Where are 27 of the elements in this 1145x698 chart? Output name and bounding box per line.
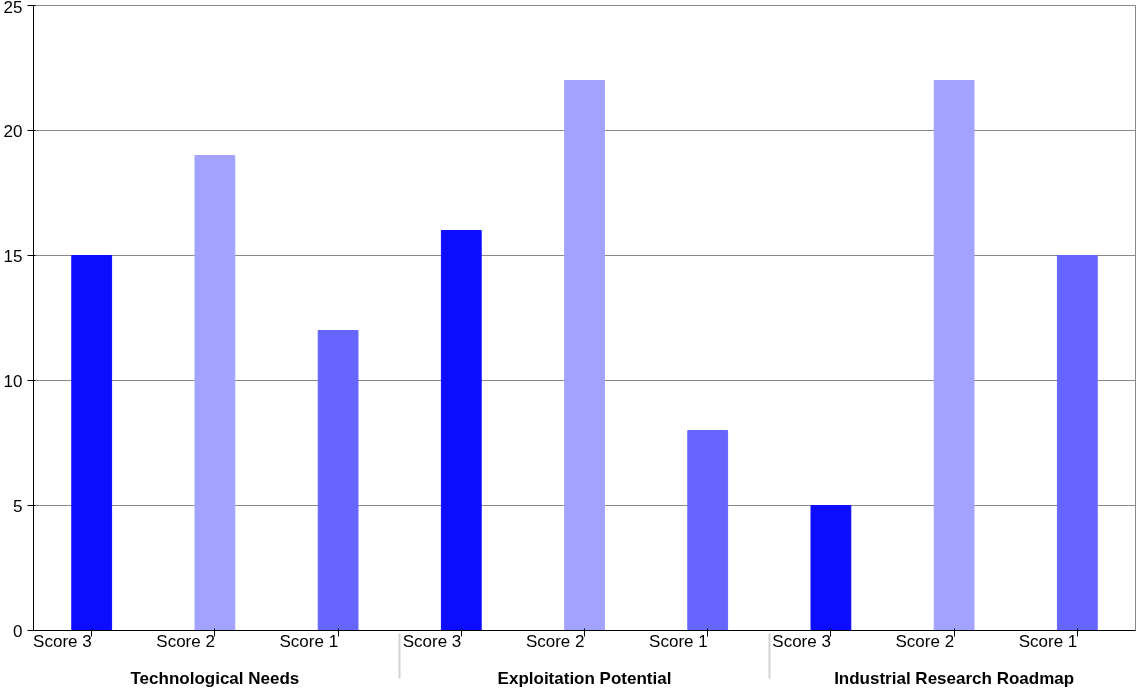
bar — [564, 80, 605, 631]
x-tick-label: Technological Needs — [130, 668, 300, 688]
bar — [317, 330, 359, 631]
x-tick-label: Exploitation Potential — [497, 668, 672, 688]
y-tick-label: 0 — [13, 621, 23, 641]
text: Score 1 — [1018, 632, 1078, 651]
y-tick-label: 20 — [3, 121, 23, 141]
bar — [1056, 255, 1098, 631]
y-tick-label: 25 — [3, 0, 23, 17]
x-tick-label: Industrial Research Roadmap — [834, 668, 1075, 688]
bar — [440, 230, 482, 631]
y-tick-label: 15 — [3, 246, 23, 266]
bar — [810, 505, 852, 631]
bar — [687, 430, 729, 631]
text: Score 1 — [649, 632, 708, 651]
bar — [933, 80, 975, 631]
y-tick-label: 5 — [13, 496, 23, 516]
text: Score 2 — [895, 632, 955, 651]
series-label: Score 2 — [156, 632, 215, 651]
series-label: Score 1 — [279, 632, 339, 651]
text: Score 3 — [772, 632, 831, 651]
bar — [71, 255, 113, 631]
series-label: Score 3 — [33, 632, 92, 651]
text: Score 2 — [525, 632, 585, 651]
bar — [194, 155, 236, 631]
text: Score 3 — [402, 632, 462, 651]
y-tick-label: 10 — [3, 371, 23, 391]
